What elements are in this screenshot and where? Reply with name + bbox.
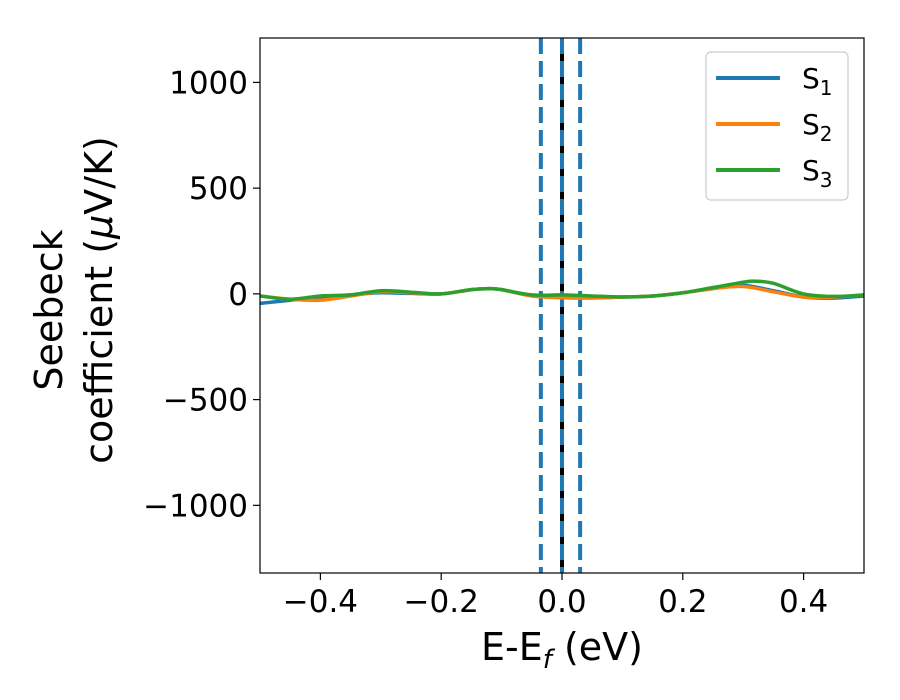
y-tick-label: 0 bbox=[228, 277, 248, 313]
vertical-lines bbox=[538, 38, 583, 573]
x-axis-title: E-Ef (eV) bbox=[481, 625, 643, 675]
legend-label-s3: S3 bbox=[802, 154, 833, 192]
y-tick-label: 500 bbox=[189, 171, 248, 207]
y-tick-label: −1000 bbox=[143, 488, 248, 524]
legend: S1 S2 S3 bbox=[705, 51, 849, 201]
x-tick-label: −0.4 bbox=[283, 584, 358, 620]
x-axis-title-unit: (eV) bbox=[552, 625, 643, 669]
x-axis-title-main: E-E bbox=[481, 625, 543, 669]
series-line-s3 bbox=[260, 279, 864, 301]
y-axis-ticks: −1000 −500 0 500 1000 bbox=[143, 65, 260, 524]
y-axis-title-line1: Seebeck bbox=[27, 229, 71, 390]
y-tick-label: 1000 bbox=[169, 65, 248, 101]
x-tick-label: 0.4 bbox=[779, 584, 828, 620]
series-group bbox=[260, 279, 864, 306]
x-tick-label: 0.0 bbox=[537, 584, 586, 620]
y-axis-title-prefix: coefficient ( bbox=[77, 239, 121, 464]
x-tick-label: −0.2 bbox=[404, 584, 479, 620]
legend-label-s1: S1 bbox=[802, 62, 833, 100]
legend-label-s2: S2 bbox=[802, 108, 833, 146]
y-axis-title-mu: μ bbox=[77, 215, 121, 240]
x-tick-label: 0.2 bbox=[658, 584, 707, 620]
y-axis-title-suffix: V/K) bbox=[77, 136, 121, 215]
y-axis-title-line2: coefficient (μV/K) bbox=[77, 136, 121, 464]
x-axis-ticks: −0.4 −0.2 0.0 0.2 0.4 bbox=[283, 573, 828, 620]
y-tick-label: −500 bbox=[163, 383, 248, 419]
